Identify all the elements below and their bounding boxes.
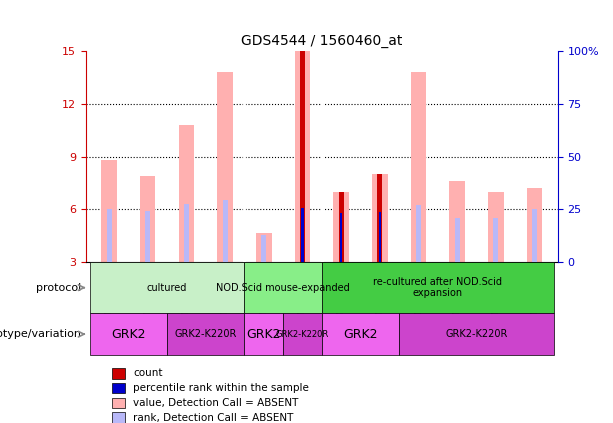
Bar [145,211,150,262]
Text: cultured: cultured [147,283,187,293]
Bar [167,313,245,355]
Bar [140,176,156,262]
Bar [101,160,116,262]
Text: rank, Detection Call = ABSENT: rank, Detection Call = ABSENT [133,413,294,423]
Bar [245,313,283,355]
Text: percentile rank within the sample: percentile rank within the sample [133,383,309,393]
Bar [379,212,381,262]
Bar [322,313,399,355]
Bar [223,200,227,262]
Text: re-cultured after NOD.Scid
expansion: re-cultured after NOD.Scid expansion [373,277,503,299]
Bar [107,209,112,262]
Bar [333,192,349,262]
Text: GRK2-K220R: GRK2-K220R [175,329,237,339]
Bar [532,209,537,262]
Title: GDS4544 / 1560460_at: GDS4544 / 1560460_at [241,34,403,48]
Bar [527,188,543,262]
Bar [302,208,303,262]
Bar [399,313,554,355]
Bar [372,174,387,262]
Bar [488,192,504,262]
Bar [340,213,342,262]
Bar [256,233,272,262]
Bar [300,51,305,262]
Text: GRK2-K220R: GRK2-K220R [446,329,508,339]
Bar [112,383,126,393]
Bar [283,313,322,355]
Text: count: count [133,368,163,378]
Bar [493,218,498,262]
Bar [112,368,126,379]
Text: GRK2-K220R: GRK2-K220R [276,330,329,339]
Bar [89,313,167,355]
Bar [455,218,460,262]
Bar [300,208,305,262]
Bar [411,72,426,262]
Bar [338,213,344,262]
Text: protocol: protocol [36,283,81,293]
Text: GRK2: GRK2 [343,328,378,341]
Text: value, Detection Call = ABSENT: value, Detection Call = ABSENT [133,398,299,408]
Bar [178,125,194,262]
Bar [184,204,189,262]
Bar [218,72,233,262]
Text: GRK2: GRK2 [111,328,146,341]
Text: GRK2: GRK2 [246,328,281,341]
Bar [89,262,245,313]
Bar [378,212,383,262]
Bar [416,205,421,262]
Bar [112,412,126,423]
Bar [322,262,554,313]
Bar [112,398,126,408]
Text: NOD.Scid mouse-expanded: NOD.Scid mouse-expanded [216,283,350,293]
Bar [449,181,465,262]
Text: genotype/variation: genotype/variation [0,329,81,339]
Bar [245,262,322,313]
Bar [295,51,310,262]
Bar [261,235,266,262]
Bar [338,192,344,262]
Bar [378,174,383,262]
